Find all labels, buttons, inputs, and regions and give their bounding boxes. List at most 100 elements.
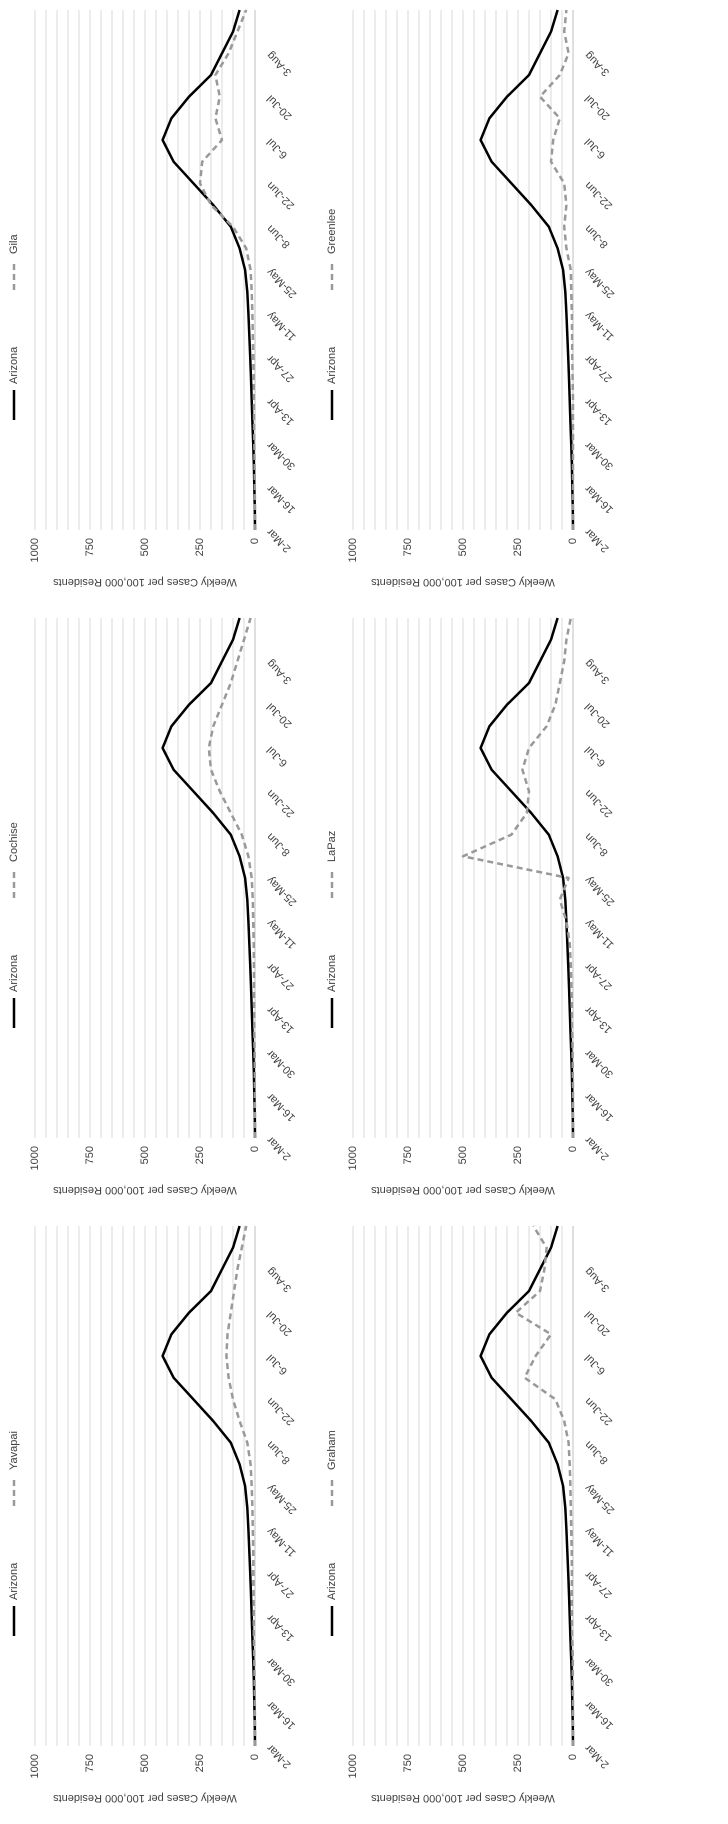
panel: 0 250 500 750 1000 2-Mar 16-Mar 30-Mar 13-Apr 27-… (8, 617, 299, 1196)
y-tick-label: 750 (402, 1146, 414, 1164)
x-tick-label: 25-May (264, 1481, 299, 1516)
x-tick-label: 3-Aug (583, 1265, 612, 1294)
x-tick-label: 25-May (264, 265, 299, 300)
x-tick-label: 11-May (582, 309, 616, 343)
x-tick-label: 16-Mar (264, 1090, 297, 1123)
x-tick-label: 11-May (582, 917, 616, 951)
series-line (207, 617, 257, 1138)
y-axis-title: Weekly Cases per 100,000 Residents (371, 576, 555, 588)
y-tick-label: 500 (457, 1754, 469, 1772)
y-axis-title: Weekly Cases per 100,000 Residents (53, 1184, 237, 1196)
x-tick-label: 16-Mar (582, 1090, 615, 1123)
panel: 0 250 500 750 1000 2-Mar 16-Mar 30-Mar 13-Apr 27-… (8, 9, 299, 588)
x-tick-label: 3-Aug (583, 49, 612, 78)
legend-label: Greenlee (326, 209, 338, 254)
series-line (161, 1225, 257, 1747)
x-tick-label: 8-Jun (265, 1438, 293, 1466)
y-tick-label: 0 (249, 538, 261, 544)
legend-label: Arizona (8, 954, 20, 992)
y-tick-label: 500 (457, 538, 469, 556)
y-tick-label: 500 (457, 1146, 469, 1164)
x-tick-label: 20-Jul (583, 1308, 613, 1338)
x-tick-label: 22-Jun (583, 1395, 615, 1427)
y-tick-label: 500 (139, 538, 151, 556)
x-tick-label: 8-Jun (583, 222, 611, 250)
panel: 0 250 500 750 1000 2-Mar 16-Mar 30-Mar 13-Apr 27-… (8, 1225, 299, 1804)
x-tick-label: 11-May (264, 309, 298, 343)
x-tick-label: 3-Aug (265, 49, 294, 78)
x-tick-label: 20-Jul (265, 92, 295, 122)
series-line (161, 9, 257, 531)
x-tick-label: 30-Mar (264, 439, 297, 472)
y-axis-title: Weekly Cases per 100,000 Residents (53, 576, 237, 588)
x-tick-label: 27-Apr (582, 960, 614, 992)
y-tick-label: 750 (84, 1146, 96, 1164)
legend-label: Arizona (326, 346, 338, 384)
y-tick-label: 0 (249, 1754, 261, 1760)
panel: 0 250 500 750 1000 2-Mar 16-Mar 30-Mar 13-Apr 27-… (326, 9, 617, 588)
series-line (479, 617, 575, 1139)
panel: 0 250 500 750 1000 2-Mar 16-Mar 30-Mar 13-Apr 27-… (326, 1225, 617, 1804)
y-tick-label: 250 (194, 1146, 206, 1164)
x-tick-label: 6-Jul (583, 136, 608, 161)
x-tick-label: 6-Jul (583, 744, 608, 769)
series-line (538, 9, 575, 530)
series-line (479, 9, 575, 531)
x-tick-label: 13-Apr (582, 1004, 614, 1036)
x-tick-label: 25-May (582, 265, 617, 300)
x-tick-label: 13-Apr (582, 396, 614, 428)
x-tick-label: 11-May (264, 1525, 298, 1559)
x-tick-label: 20-Jul (265, 1308, 295, 1338)
x-tick-label: 8-Jun (583, 1438, 611, 1466)
legend-label: LaPaz (326, 831, 338, 862)
x-tick-label: 6-Jul (265, 1352, 290, 1377)
y-tick-label: 1000 (347, 1754, 359, 1778)
y-tick-label: 750 (84, 538, 96, 556)
series-line (514, 1225, 575, 1746)
y-tick-label: 500 (139, 1754, 151, 1772)
x-tick-label: 25-May (582, 873, 617, 908)
y-tick-label: 1000 (347, 538, 359, 562)
y-tick-label: 250 (512, 1754, 524, 1772)
x-tick-label: 27-Apr (264, 1568, 296, 1600)
x-tick-label: 22-Jun (265, 179, 297, 211)
y-tick-label: 250 (512, 538, 524, 556)
y-tick-label: 0 (567, 538, 579, 544)
y-axis-title: Weekly Cases per 100,000 Residents (371, 1792, 555, 1804)
x-tick-label: 16-Mar (582, 1698, 615, 1731)
y-tick-label: 750 (84, 1754, 96, 1772)
x-tick-label: 22-Jun (583, 179, 615, 211)
y-tick-label: 1000 (29, 1754, 41, 1778)
y-tick-label: 1000 (347, 1146, 359, 1170)
legend-label: Gila (8, 234, 20, 254)
x-tick-label: 6-Jul (265, 136, 290, 161)
x-tick-label: 8-Jun (265, 830, 293, 858)
y-tick-label: 250 (194, 538, 206, 556)
x-tick-label: 13-Apr (264, 396, 296, 428)
x-tick-label: 16-Mar (264, 482, 297, 515)
x-tick-label: 20-Jul (583, 92, 613, 122)
x-tick-label: 16-Mar (582, 482, 615, 515)
x-tick-label: 30-Mar (582, 439, 615, 472)
y-axis-title: Weekly Cases per 100,000 Residents (53, 1792, 237, 1804)
y-tick-label: 250 (194, 1754, 206, 1772)
x-tick-label: 11-May (582, 1525, 616, 1559)
x-tick-label: 6-Jul (265, 744, 290, 769)
x-tick-label: 2-Mar (582, 526, 611, 555)
y-tick-label: 750 (402, 538, 414, 556)
x-tick-label: 13-Apr (264, 1612, 296, 1644)
x-tick-label: 13-Apr (264, 1004, 296, 1036)
x-tick-label: 20-Jul (583, 700, 613, 730)
x-tick-label: 27-Apr (582, 352, 614, 384)
y-tick-label: 750 (402, 1754, 414, 1772)
x-tick-label: 30-Mar (264, 1047, 297, 1080)
y-tick-label: 250 (512, 1146, 524, 1164)
y-tick-label: 0 (567, 1146, 579, 1152)
x-tick-label: 27-Apr (264, 352, 296, 384)
series-line (198, 9, 257, 530)
y-axis-title: Weekly Cases per 100,000 Residents (371, 1184, 555, 1196)
panel: 0 250 500 750 1000 2-Mar 16-Mar 30-Mar 13-Apr 27-… (326, 617, 617, 1196)
x-tick-label: 27-Apr (582, 1568, 614, 1600)
x-tick-label: 25-May (582, 1481, 617, 1516)
